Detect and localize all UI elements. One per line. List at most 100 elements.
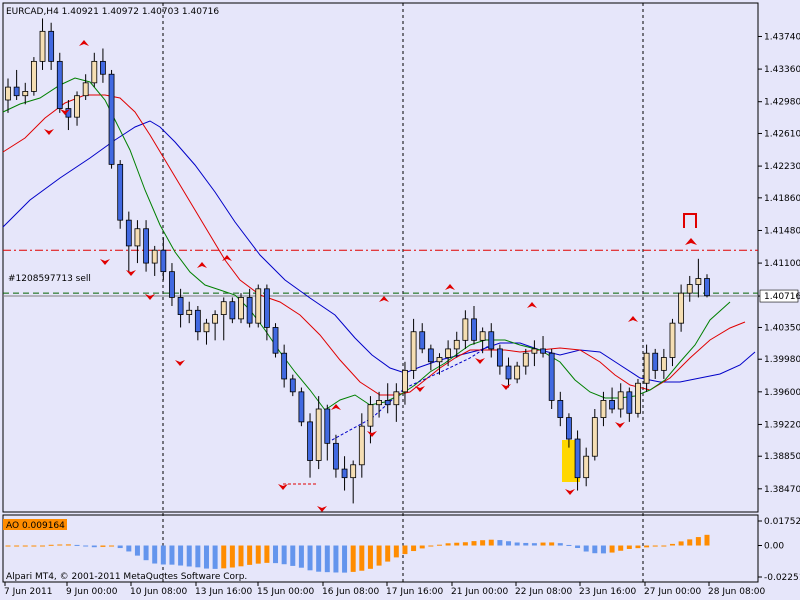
candle[interactable] [100, 48, 106, 83]
candle[interactable] [453, 331, 460, 358]
candle[interactable] [479, 327, 486, 354]
candle[interactable] [91, 52, 98, 88]
candle[interactable] [281, 344, 288, 388]
candle[interactable] [333, 434, 339, 478]
candle[interactable] [427, 344, 434, 371]
candle-body [246, 297, 253, 324]
candle[interactable] [307, 413, 313, 478]
candle[interactable] [48, 22, 55, 70]
candle[interactable] [376, 391, 382, 418]
candle[interactable] [471, 305, 477, 345]
candle[interactable] [531, 340, 538, 367]
candle[interactable] [384, 383, 391, 414]
candle[interactable] [341, 456, 348, 491]
candle[interactable] [298, 387, 305, 427]
candle[interactable] [496, 344, 503, 375]
fractal-up-icon [331, 404, 341, 410]
candle[interactable] [203, 318, 210, 345]
candle[interactable] [30, 57, 37, 96]
candle[interactable] [186, 301, 193, 324]
candle[interactable] [125, 211, 132, 272]
candle[interactable] [160, 237, 167, 281]
candle[interactable] [505, 357, 512, 388]
candle[interactable] [617, 383, 624, 418]
candle[interactable] [13, 69, 20, 100]
candle[interactable] [324, 404, 331, 461]
candle[interactable] [660, 348, 667, 379]
candle-body [212, 314, 219, 324]
candle[interactable] [151, 245, 158, 276]
ao-tick-label: 0.00 [764, 542, 784, 552]
candle[interactable] [488, 323, 495, 358]
candle[interactable] [238, 293, 244, 324]
candle[interactable] [669, 318, 676, 367]
candle[interactable] [22, 82, 29, 105]
candle[interactable] [315, 396, 322, 470]
candle[interactable] [143, 220, 149, 272]
candle[interactable] [255, 284, 262, 328]
candle[interactable] [272, 323, 279, 358]
candle[interactable] [194, 305, 201, 341]
main-plot-area[interactable] [2, 2, 759, 513]
candle[interactable] [635, 378, 641, 418]
candle[interactable] [350, 460, 357, 504]
candle[interactable] [626, 387, 633, 422]
candle[interactable] [169, 263, 175, 306]
candle-body [643, 352, 650, 384]
ma-mid-line [2, 94, 746, 396]
candle[interactable] [643, 344, 650, 392]
candle[interactable] [393, 383, 400, 422]
ao-bar [531, 543, 537, 546]
price-axis[interactable]: 1.43740 1.43360 1.42980 1.42610 1.42230 1.418… [758, 32, 800, 495]
ao-bar [221, 545, 227, 569]
candle[interactable] [419, 323, 426, 354]
candle[interactable] [177, 288, 184, 328]
candle[interactable] [74, 91, 80, 126]
candle[interactable] [462, 310, 469, 349]
candle[interactable] [229, 297, 236, 324]
candle[interactable] [540, 336, 546, 358]
candle[interactable] [591, 408, 598, 461]
candle[interactable] [246, 288, 253, 328]
candle[interactable] [367, 396, 374, 444]
candle[interactable] [220, 297, 227, 341]
candle[interactable] [445, 340, 452, 367]
candle[interactable] [134, 220, 141, 264]
candle[interactable] [548, 348, 555, 409]
candle[interactable] [108, 69, 115, 169]
fractal-down-icon [367, 431, 377, 437]
candle[interactable] [574, 430, 581, 491]
ao-bar [91, 545, 97, 548]
candle[interactable] [56, 52, 63, 113]
candle[interactable] [566, 413, 572, 448]
time-axis[interactable]: 7 Jun 2011 9 Jun 00:00 10 Jun 08:00 13 Jun … [4, 582, 765, 597]
candle[interactable] [704, 274, 710, 298]
candle[interactable] [436, 353, 443, 375]
candle[interactable] [402, 361, 408, 405]
candle[interactable] [600, 391, 607, 427]
candle[interactable] [117, 160, 124, 229]
ao-bar [74, 544, 80, 546]
candlestick-series[interactable] [5, 18, 710, 504]
candle[interactable] [678, 284, 685, 332]
candle[interactable] [263, 284, 270, 341]
candle[interactable] [289, 374, 296, 397]
fractal-down-icon [317, 506, 327, 512]
candle[interactable] [609, 387, 615, 414]
candle[interactable] [557, 391, 564, 427]
candle[interactable] [39, 18, 46, 70]
candle[interactable] [514, 361, 521, 384]
candle[interactable] [652, 348, 659, 379]
candle[interactable] [686, 275, 693, 302]
candle[interactable] [410, 318, 417, 379]
candle[interactable] [5, 78, 11, 113]
candle[interactable] [212, 310, 219, 341]
candle[interactable] [522, 348, 529, 375]
candle-body [436, 357, 443, 363]
candle[interactable] [583, 447, 590, 487]
candle[interactable] [82, 74, 89, 100]
candle[interactable] [358, 413, 365, 478]
candle-body [82, 82, 89, 97]
candle[interactable] [695, 258, 702, 298]
